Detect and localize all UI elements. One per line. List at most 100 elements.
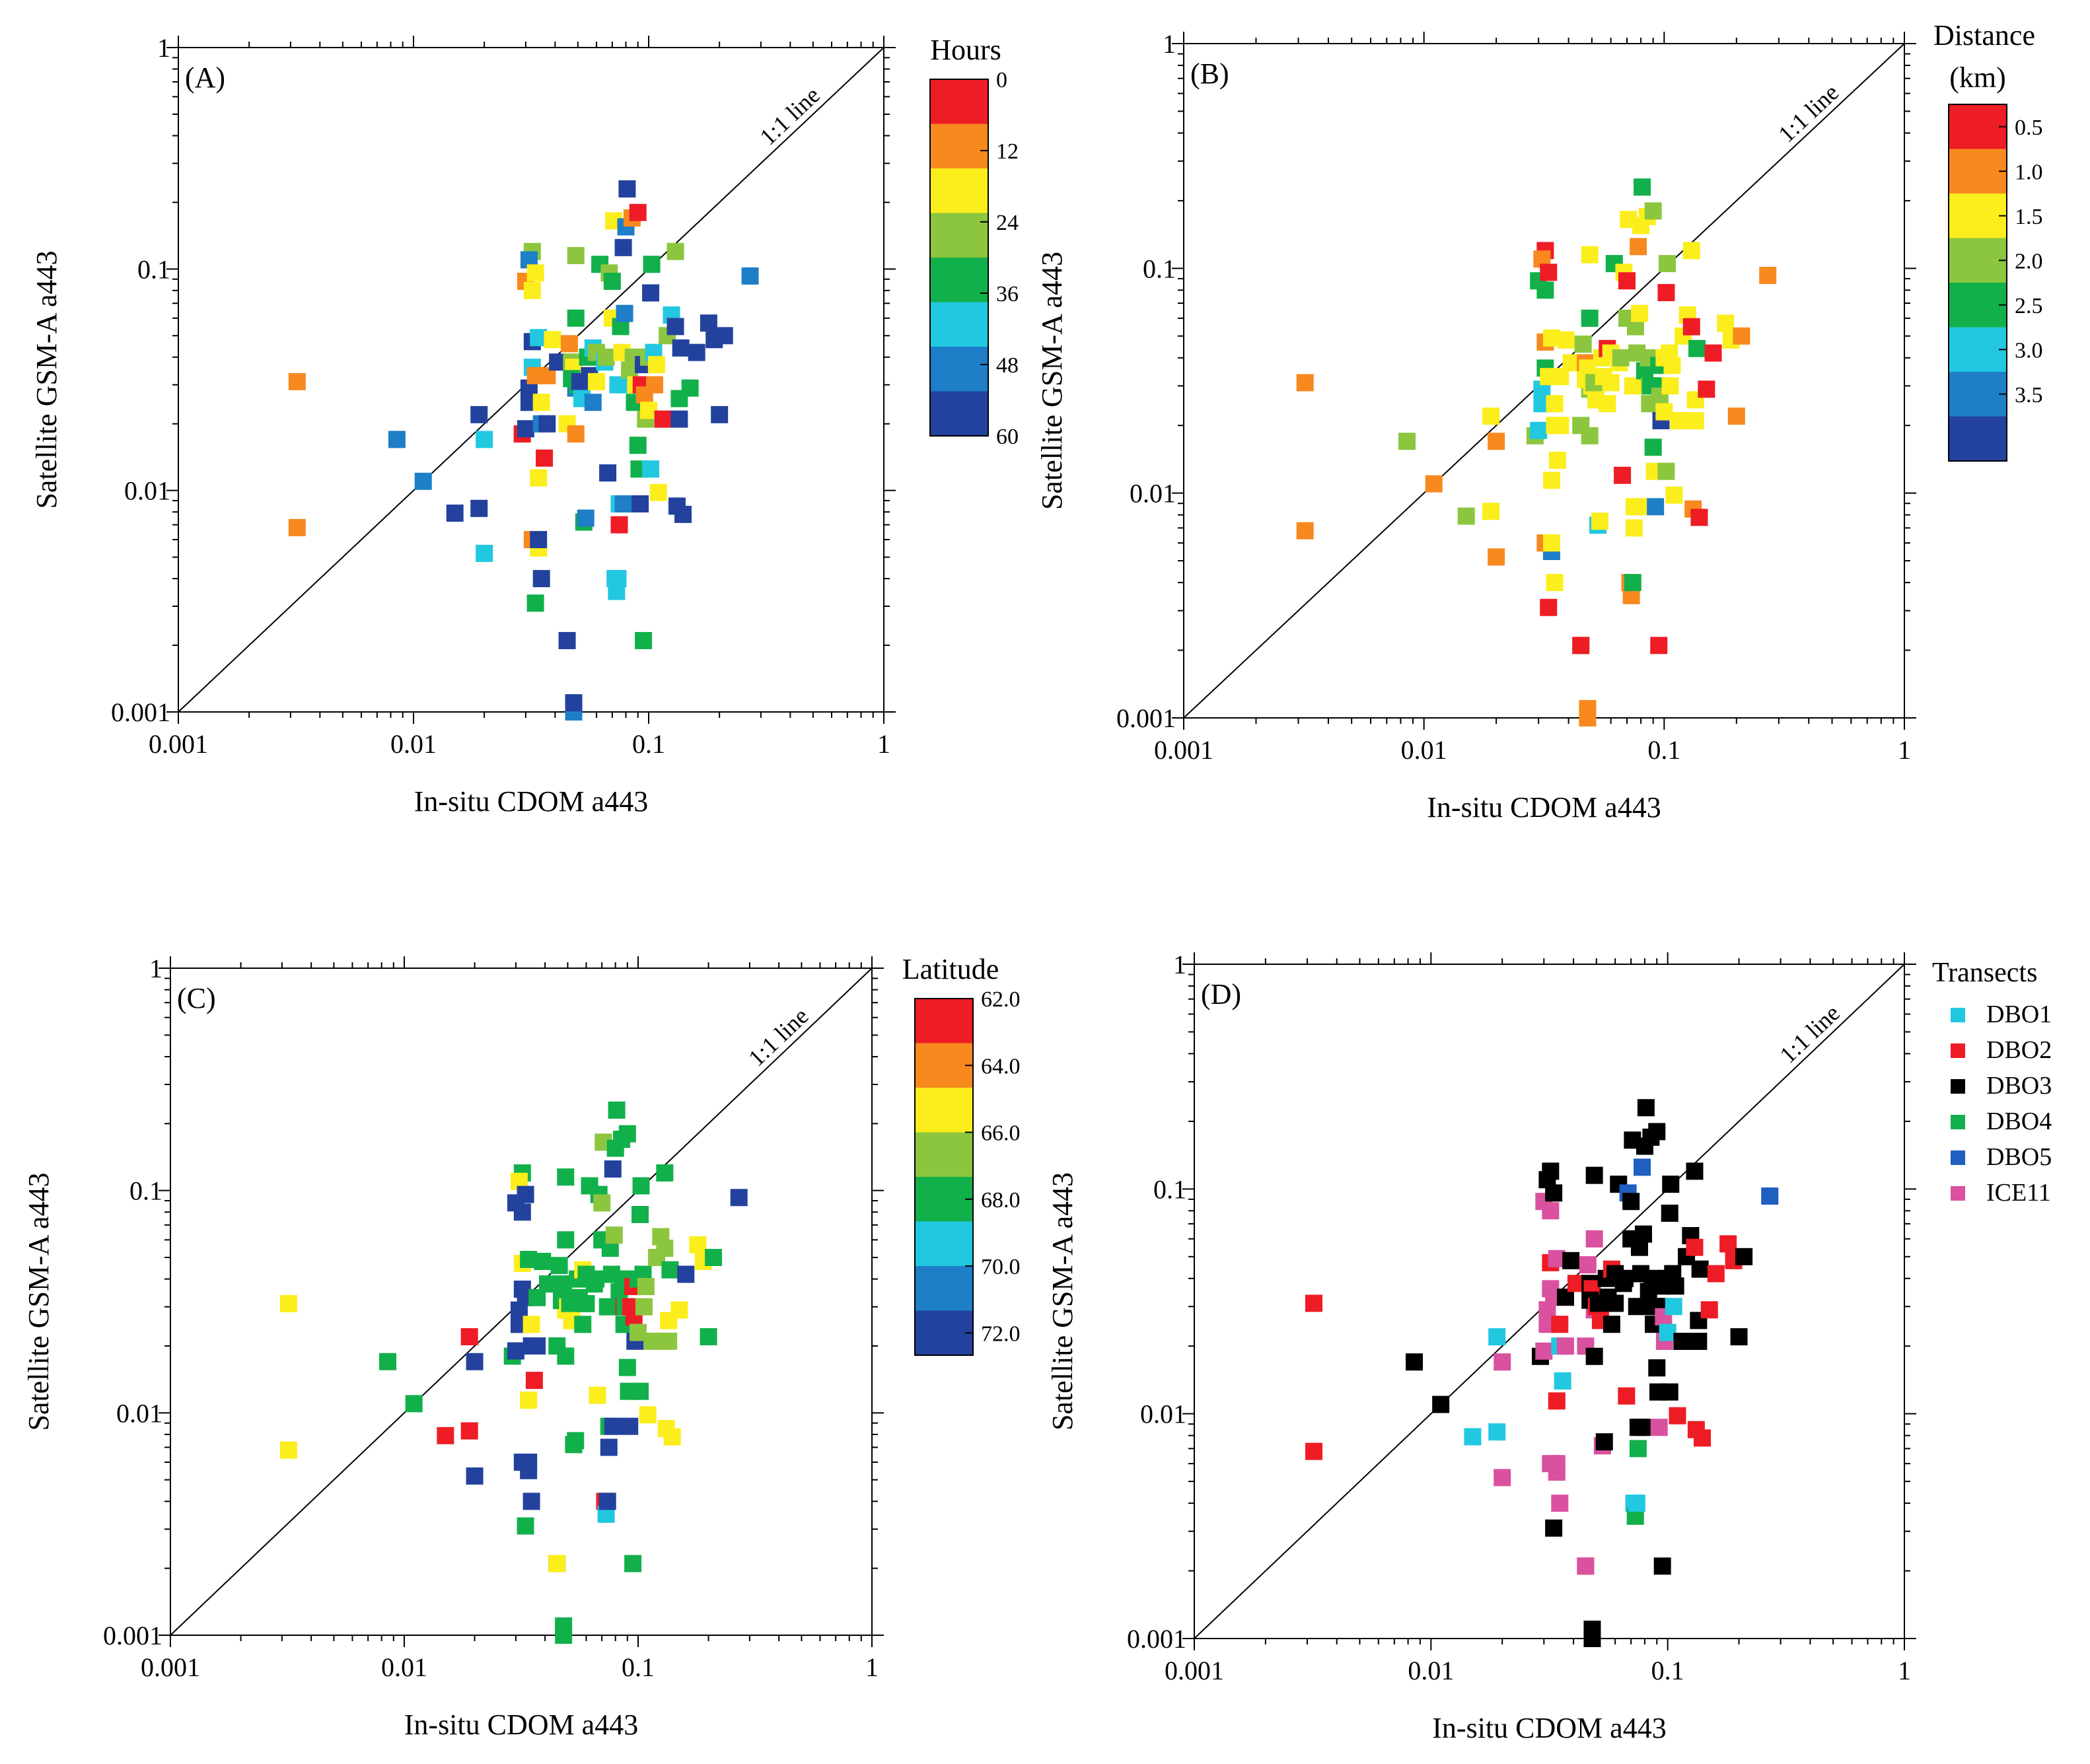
data-point [660, 1332, 678, 1350]
plot-frame [170, 968, 873, 1636]
x-tick-label: 0.001 [1154, 735, 1213, 765]
data-point [1551, 1495, 1569, 1512]
data-point [637, 1278, 655, 1296]
data-point [681, 379, 699, 397]
data-point [646, 376, 664, 394]
y-tick-label: 0.001 [1116, 703, 1176, 733]
y-tick-label: 0.1 [137, 254, 170, 284]
colorbar-swatch [1949, 416, 2007, 462]
data-point [528, 1337, 546, 1355]
data-point [522, 1493, 540, 1510]
data-point [1730, 1328, 1748, 1346]
data-point [1551, 1316, 1569, 1333]
data-point [672, 339, 690, 357]
data-point [1667, 1277, 1684, 1295]
data-point [1557, 331, 1575, 349]
data-point [1624, 574, 1641, 592]
data-point [1595, 1433, 1613, 1451]
data-point [1659, 1323, 1676, 1341]
data-point [1305, 1442, 1323, 1460]
data-point [1644, 202, 1662, 220]
data-point [654, 410, 672, 428]
data-point [1682, 242, 1700, 260]
data-points [1305, 1099, 1779, 1647]
colorbar-tick-label: 66.0 [981, 1121, 1021, 1146]
legend-title-unit: (km) [1949, 61, 2006, 94]
data-point [1545, 1519, 1563, 1537]
data-point [643, 256, 661, 273]
data-point [532, 394, 550, 411]
data-point [446, 504, 464, 522]
colorbar-tick-label: 70.0 [981, 1255, 1021, 1279]
y-tick-label: 0.01 [1130, 479, 1176, 509]
data-point [523, 281, 541, 299]
data-point [517, 420, 534, 438]
data-point [1540, 264, 1558, 281]
data-point [1457, 507, 1475, 525]
colorbar-tick-label: 48 [996, 353, 1019, 378]
legend-entry-label: ICE11 [1986, 1179, 2051, 1207]
data-point [1686, 1238, 1704, 1256]
colorbar-swatch [1949, 238, 2007, 283]
x-tick-label: 1 [1898, 735, 1911, 765]
data-point [1494, 1353, 1511, 1371]
data-point [1585, 1347, 1603, 1365]
data-point [1682, 318, 1700, 335]
data-point [1698, 380, 1715, 398]
data-point [605, 1226, 623, 1244]
x-tick-label: 0.01 [390, 729, 437, 759]
data-point [667, 242, 684, 260]
data-point [567, 309, 585, 327]
data-point [1650, 637, 1668, 654]
x-tick-label: 0.001 [1165, 1656, 1224, 1685]
x-tick-label: 0.1 [622, 1652, 655, 1682]
legend-entry-label: DBO2 [1986, 1036, 2052, 1064]
data-point [1583, 1620, 1601, 1638]
data-point [1665, 486, 1683, 504]
legend-swatch [1951, 1186, 1965, 1201]
data-point [741, 267, 759, 285]
colorbar-swatch [915, 1177, 973, 1222]
colorbar-tick-label: 72.0 [981, 1322, 1021, 1346]
data-point [1719, 1235, 1737, 1253]
data-point [1406, 1353, 1423, 1371]
data-point [1464, 1428, 1482, 1446]
data-point [1540, 598, 1558, 616]
y-tick-label: 0.001 [103, 1621, 162, 1650]
data-point [1669, 1407, 1686, 1425]
x-tick-label: 0.001 [149, 729, 208, 759]
y-tick-label: 0.001 [1127, 1624, 1186, 1654]
data-point [567, 246, 585, 264]
data-point [593, 1194, 611, 1212]
data-point [631, 495, 649, 512]
x-tick-label: 1 [865, 1652, 879, 1682]
y-axis-label: Satellite GSM-A a443 [1046, 1172, 1079, 1430]
legend-swatch [1951, 1043, 1965, 1058]
data-point [589, 1386, 606, 1404]
data-point [517, 1185, 534, 1203]
data-point [618, 1358, 636, 1376]
data-point [1622, 1193, 1640, 1211]
colorbar-tick-label: 1.5 [2015, 205, 2043, 229]
x-tick-label: 0.01 [1408, 1656, 1454, 1685]
data-point [460, 1328, 478, 1346]
data-point [1494, 1469, 1511, 1487]
data-point [656, 1240, 674, 1257]
data-point [1545, 1184, 1563, 1202]
data-point [674, 505, 692, 523]
colorbar-tick-label: 12 [996, 139, 1019, 164]
data-point [1704, 344, 1722, 362]
data-point [548, 1555, 566, 1572]
x-axis-label: In-situ CDOM a443 [404, 1709, 638, 1741]
colorbar-swatch [1949, 327, 2007, 372]
colorbar-swatch [915, 1266, 973, 1311]
data-point [567, 1432, 585, 1450]
y-tick-label: 0.1 [129, 1176, 162, 1206]
colorbar-frame [929, 79, 989, 437]
data-point [470, 499, 488, 517]
legend-title: Transects [1932, 958, 2037, 988]
one-to-one-line-label: 1:1 line [1773, 79, 1844, 148]
data-point [700, 314, 717, 332]
x-tick-label: 0.1 [1651, 1656, 1684, 1685]
